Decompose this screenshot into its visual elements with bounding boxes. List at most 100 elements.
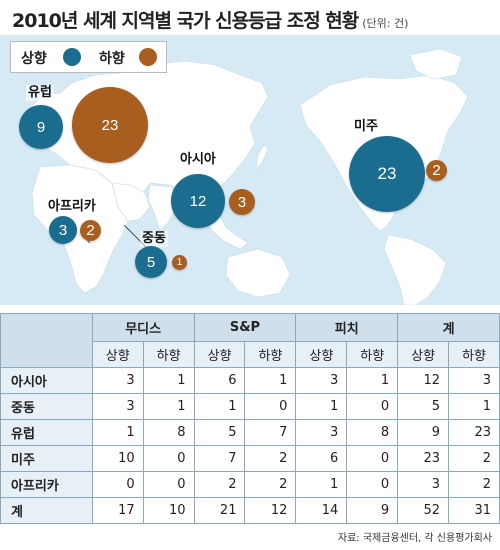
source-note: 자료: 국제금융센터, 각 신용평가회사 (337, 533, 492, 544)
agency-header: 계 (397, 313, 500, 342)
unit-label: (단위: 건) (362, 17, 409, 30)
sub-header-down: 하향 (142, 341, 195, 368)
table-cell: 1 (142, 367, 195, 394)
table-cell: 52 (397, 497, 450, 524)
table-row: 아시아 3 1 6 1 3 1 12 3 (0, 367, 500, 394)
table-cell: 2 (448, 471, 500, 498)
table-cell: 7 (244, 419, 297, 446)
table-cell: 8 (142, 419, 195, 446)
legend-down-label: 하향 (99, 51, 125, 67)
page-title: 2010년 세계 지역별 국가 신용등급 조정 현황 (단위: 건) (12, 6, 408, 33)
table-cell: 5 (193, 419, 246, 446)
table-cell: 8 (346, 419, 399, 446)
table-cell: 10 (142, 497, 195, 524)
table-cell: 14 (295, 497, 348, 524)
table-cell: 6 (295, 445, 348, 472)
table-cell: 2 (244, 445, 297, 472)
table-cell: 3 (91, 367, 144, 394)
table-cell: 0 (244, 393, 297, 420)
table-cell: 9 (397, 419, 450, 446)
bubble-europe-down: 23 (72, 87, 148, 163)
table-cell: 3 (295, 419, 348, 446)
table-cell: 1 (346, 367, 399, 394)
region-label-middle-east: 중동 (140, 231, 168, 247)
bubble-asia-up: 12 (171, 174, 225, 228)
row-label: 아프리카 (0, 471, 93, 498)
table-cell: 12 (244, 497, 297, 524)
table-cell: 1 (295, 393, 348, 420)
table-cell: 1 (193, 393, 246, 420)
table-cell: 2 (193, 471, 246, 498)
table-cell: 3 (295, 367, 348, 394)
table-cell: 23 (448, 419, 500, 446)
table-cell: 23 (397, 445, 450, 472)
bubble-europe-up: 9 (19, 105, 63, 149)
sub-header-down: 하향 (448, 341, 500, 368)
bubble-asia-down: 3 (229, 189, 255, 215)
agency-header: 무디스 (91, 313, 195, 342)
region-label-asia: 아시아 (178, 152, 218, 168)
sub-header-down: 하향 (244, 341, 297, 368)
legend-down-swatch (139, 48, 157, 66)
japan-shape (255, 144, 269, 170)
legend-up-swatch (63, 48, 81, 66)
table-cell: 1 (91, 419, 144, 446)
table-cell: 7 (193, 445, 246, 472)
table-cell: 0 (142, 471, 195, 498)
row-label: 중동 (0, 393, 93, 420)
row-label: 아시아 (0, 367, 93, 394)
bubble-americas-up: 23 (349, 136, 425, 212)
table-cell: 1 (142, 393, 195, 420)
australia-shape (225, 248, 291, 298)
sub-header-up: 상향 (193, 341, 246, 368)
bubble-middle-east-up: 5 (135, 246, 167, 278)
agency-header: S&P (193, 313, 297, 342)
row-label: 유럽 (0, 419, 93, 446)
table-cell: 0 (346, 471, 399, 498)
table-cell: 3 (397, 471, 450, 498)
table-row: 아프리카 0 0 2 2 1 0 3 2 (0, 471, 500, 498)
bubble-africa-down: 2 (80, 220, 101, 241)
row-label: 계 (0, 497, 93, 524)
agency-header: 피치 (295, 313, 399, 342)
row-label: 미주 (0, 445, 93, 472)
rating-table: 무디스 S&P 피치 계 상향 하향 상향 하향 상향 하향 상향 하향 아시아… (0, 313, 500, 524)
world-map: 상향 하향 유럽 9 23 아시아 12 3 아프리카 3 2 중동 5 1 미… (0, 35, 500, 305)
greenland-shape (409, 48, 463, 80)
sub-header-up: 상향 (397, 341, 450, 368)
sub-header-up: 상향 (295, 341, 348, 368)
table-cell: 3 (91, 393, 144, 420)
table-header-agencies: 무디스 S&P 피치 계 (0, 313, 500, 368)
legend-up-label: 상향 (21, 51, 47, 67)
region-label-europe: 유럽 (26, 85, 54, 101)
south-america-shape (383, 234, 447, 305)
table-cell: 0 (346, 393, 399, 420)
table-header-direction: 상향 하향 상향 하향 상향 하향 상향 하향 (1, 341, 500, 368)
table-corner (0, 313, 93, 368)
table-cell: 2 (244, 471, 297, 498)
table-cell: 5 (397, 393, 450, 420)
sub-header-up: 상향 (91, 341, 144, 368)
bubble-middle-east-down: 1 (172, 255, 187, 270)
table-cell: 3 (448, 367, 500, 394)
table-row: 중동 3 1 1 0 1 0 5 1 (0, 393, 500, 420)
region-label-americas: 미주 (352, 119, 380, 135)
table-cell: 2 (448, 445, 500, 472)
table-cell: 10 (91, 445, 144, 472)
table-cell: 1 (244, 367, 297, 394)
map-landmass (27, 48, 469, 305)
table-cell: 6 (193, 367, 246, 394)
table-cell: 17 (91, 497, 144, 524)
table-row: 유럽 1 8 5 7 3 8 9 23 (0, 419, 500, 446)
table-cell: 1 (295, 471, 348, 498)
table-row-total: 계 17 10 21 12 14 9 52 31 (0, 497, 500, 524)
bubble-africa-up: 3 (49, 216, 77, 244)
table-cell: 0 (91, 471, 144, 498)
table-cell: 1 (448, 393, 500, 420)
legend: 상향 하향 (10, 41, 167, 73)
region-label-africa: 아프리카 (46, 199, 98, 215)
table-cell: 0 (142, 445, 195, 472)
table-cell: 12 (397, 367, 450, 394)
table-cell: 9 (346, 497, 399, 524)
sub-header-down: 하향 (346, 341, 399, 368)
